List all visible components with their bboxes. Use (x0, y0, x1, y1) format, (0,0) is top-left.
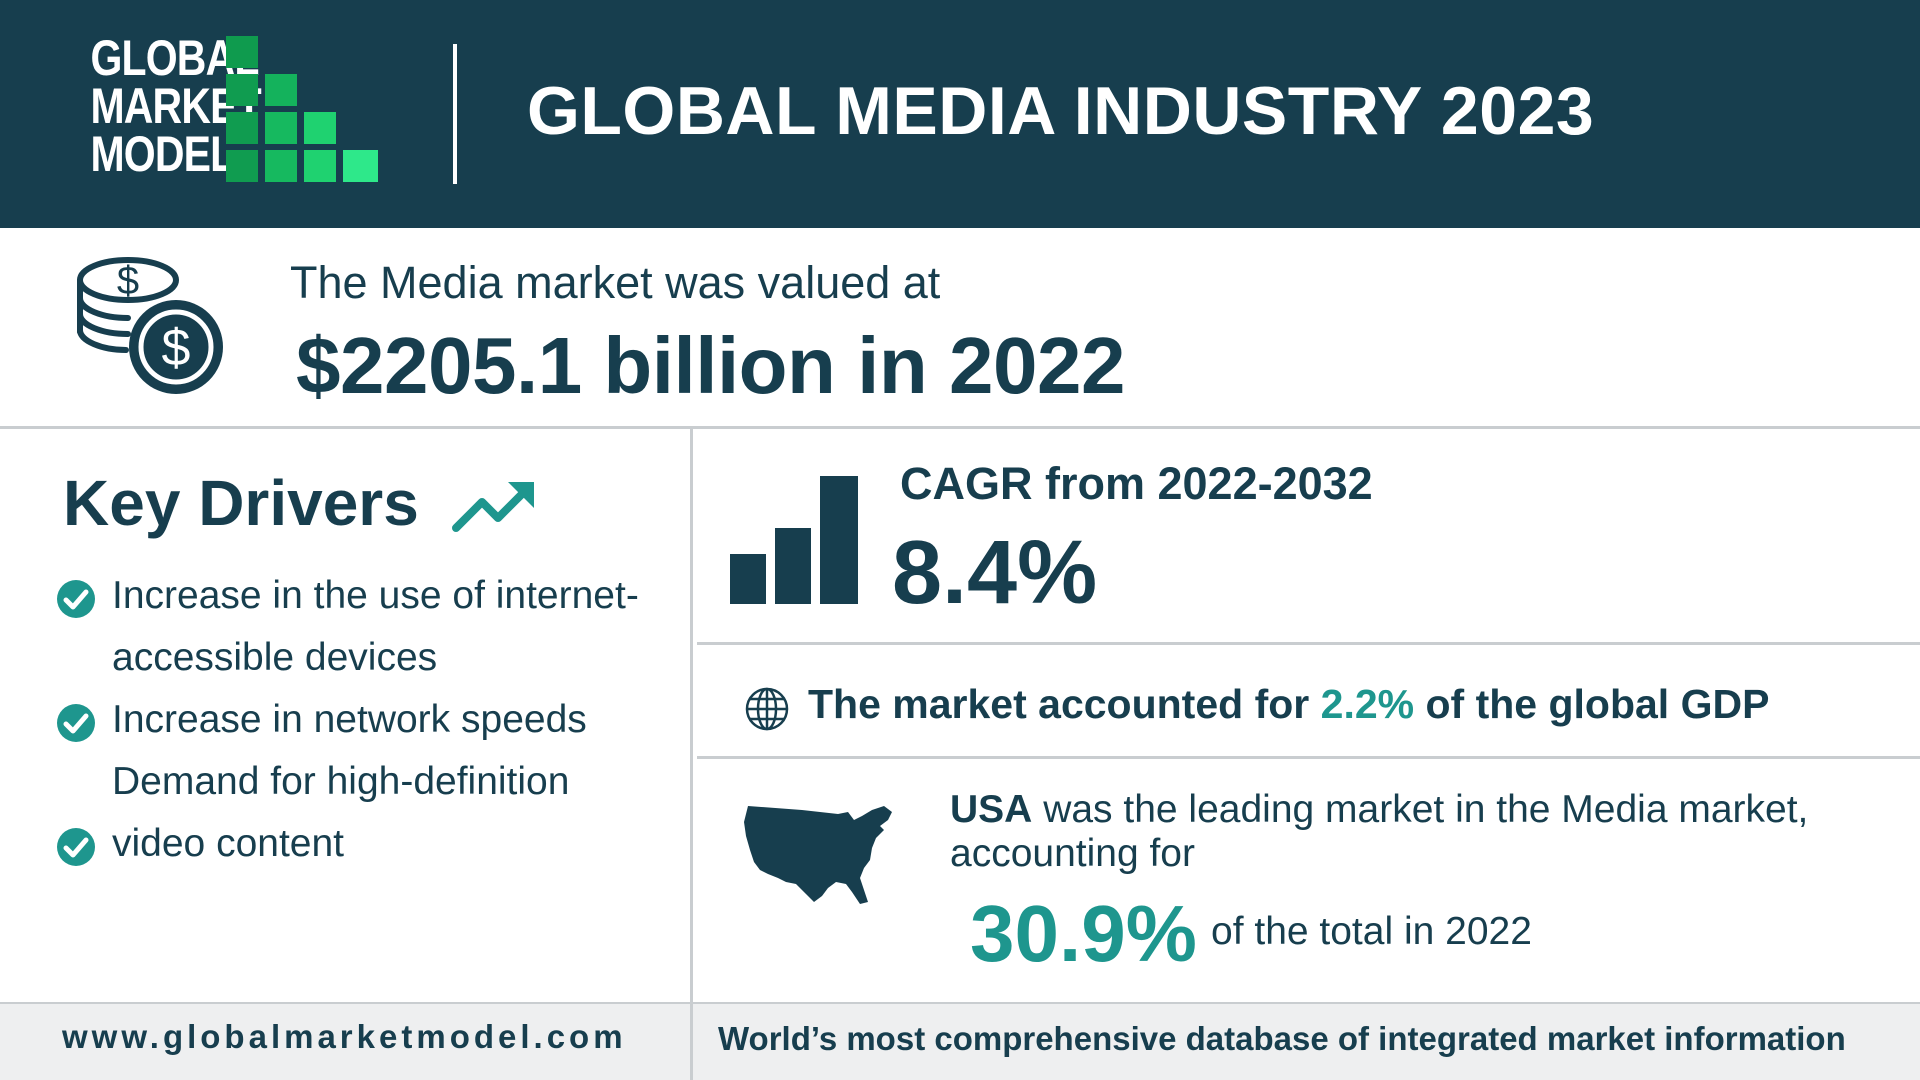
cagr-value: 8.4% (892, 523, 1098, 623)
globe-icon (745, 687, 789, 731)
section-divider (697, 756, 1920, 759)
check-circle-icon (57, 828, 95, 866)
logo-line-3: MODEL (90, 126, 235, 182)
footer-divider (690, 1002, 693, 1080)
usa-statement: USA was the leading market in the Media … (950, 788, 1850, 876)
gdp-prefix: The market accounted for (808, 681, 1310, 727)
header-divider (453, 44, 457, 184)
driver-line: video content (112, 822, 345, 865)
check-circle-icon (57, 704, 95, 742)
coins-dollar-icon: $ $ (77, 257, 223, 394)
driver-line: Increase in the use of internet- (112, 574, 639, 617)
valuation-amount: $2205.1 billion in 2022 (296, 321, 1125, 410)
driver-line: Increase in network speeds (112, 698, 587, 741)
cagr-label: CAGR from 2022-2032 (900, 458, 1373, 509)
logo-bars-icon (226, 36, 378, 182)
footer-tagline: World’s most comprehensive database of i… (718, 1020, 1846, 1057)
gdp-suffix: of the global GDP (1425, 681, 1770, 727)
gdp-value: 2.2% (1320, 681, 1415, 727)
usa-country: USA (950, 788, 1033, 831)
usa-text: was the leading market in the Media mark… (950, 788, 1809, 875)
gdp-statement: The market accounted for 2.2% of the glo… (808, 681, 1769, 728)
footer-website-link[interactable]: www.globalmarketmodel.com (62, 1018, 627, 1055)
usa-share-tail: of the total in 2022 (1211, 910, 1532, 953)
bar-chart-icon (730, 476, 858, 604)
section-divider (0, 426, 1920, 429)
driver-line: Demand for high-definition (112, 760, 570, 803)
check-circle-icon (57, 580, 95, 618)
driver-line: accessible devices (112, 636, 438, 679)
page-title: GLOBAL MEDIA INDUSTRY 2023 (527, 73, 1595, 149)
key-drivers-title: Key Drivers (63, 467, 419, 539)
svg-text:$: $ (162, 319, 191, 377)
column-divider (690, 426, 693, 1002)
usa-map-icon (744, 806, 892, 904)
footer-bar (0, 1002, 1920, 1080)
usa-share-value: 30.9% (970, 889, 1197, 978)
valuation-intro: The Media market was valued at (290, 257, 941, 308)
trending-up-icon (452, 482, 534, 532)
section-divider (697, 642, 1920, 645)
svg-text:$: $ (117, 259, 139, 303)
